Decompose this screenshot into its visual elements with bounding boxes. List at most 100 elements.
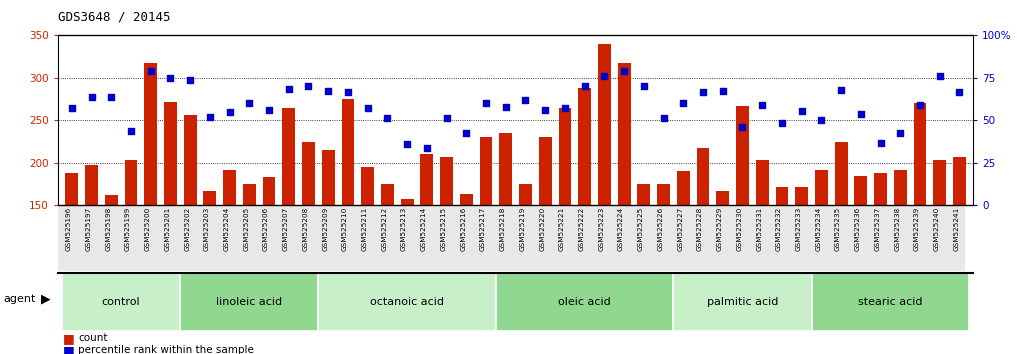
Text: octanoic acid: octanoic acid bbox=[370, 297, 444, 307]
Text: GSM525201: GSM525201 bbox=[165, 207, 171, 251]
Point bbox=[754, 102, 770, 108]
Bar bbox=[697, 148, 710, 333]
Text: GDS3648 / 20145: GDS3648 / 20145 bbox=[58, 11, 171, 24]
Text: GSM525203: GSM525203 bbox=[203, 207, 210, 251]
Text: GSM525214: GSM525214 bbox=[421, 207, 427, 251]
Bar bbox=[164, 102, 177, 333]
Point bbox=[814, 118, 830, 123]
Bar bbox=[342, 99, 354, 333]
Bar bbox=[105, 195, 118, 333]
Text: GSM525199: GSM525199 bbox=[125, 207, 131, 251]
Point bbox=[873, 141, 889, 146]
Bar bbox=[657, 184, 670, 333]
Text: GSM525221: GSM525221 bbox=[559, 207, 564, 251]
Bar bbox=[65, 173, 78, 333]
Bar bbox=[496, 273, 673, 331]
Bar bbox=[124, 160, 137, 333]
Bar bbox=[835, 142, 847, 333]
Point bbox=[83, 94, 100, 99]
Point bbox=[616, 68, 633, 74]
Text: GSM525208: GSM525208 bbox=[302, 207, 308, 251]
Bar bbox=[203, 191, 217, 333]
Point bbox=[222, 109, 238, 115]
Text: GSM525204: GSM525204 bbox=[224, 207, 230, 251]
Text: GSM525234: GSM525234 bbox=[816, 207, 822, 251]
Point bbox=[497, 104, 514, 110]
Point bbox=[419, 145, 435, 150]
Text: GSM525227: GSM525227 bbox=[677, 207, 683, 251]
Text: GSM525241: GSM525241 bbox=[954, 207, 959, 251]
Point bbox=[163, 75, 179, 81]
Point bbox=[695, 90, 711, 95]
Point bbox=[399, 141, 415, 147]
Bar bbox=[420, 154, 433, 333]
Bar bbox=[815, 170, 828, 333]
Text: GSM525196: GSM525196 bbox=[66, 207, 72, 251]
Bar bbox=[812, 273, 969, 331]
Bar bbox=[262, 177, 276, 333]
Text: percentile rank within the sample: percentile rank within the sample bbox=[78, 346, 254, 354]
Point bbox=[201, 114, 218, 120]
Text: GSM525237: GSM525237 bbox=[875, 207, 881, 251]
Text: oleic acid: oleic acid bbox=[558, 297, 611, 307]
Text: GSM525216: GSM525216 bbox=[461, 207, 467, 251]
Bar bbox=[617, 63, 631, 333]
Bar bbox=[480, 137, 492, 333]
Bar bbox=[875, 173, 887, 333]
Point bbox=[892, 130, 908, 136]
Bar bbox=[913, 103, 926, 333]
Text: GSM525223: GSM525223 bbox=[598, 207, 604, 251]
Text: GSM525217: GSM525217 bbox=[480, 207, 486, 251]
Text: GSM525222: GSM525222 bbox=[579, 207, 585, 251]
Point bbox=[438, 115, 455, 121]
Bar bbox=[953, 157, 966, 333]
Bar bbox=[381, 184, 394, 333]
Text: GSM525210: GSM525210 bbox=[342, 207, 348, 251]
Point bbox=[281, 86, 297, 92]
Point bbox=[951, 90, 967, 95]
Point bbox=[320, 88, 337, 93]
Text: GSM525197: GSM525197 bbox=[85, 207, 92, 251]
Text: GSM525219: GSM525219 bbox=[520, 207, 526, 251]
Text: GSM525240: GSM525240 bbox=[934, 207, 940, 251]
Text: GSM525215: GSM525215 bbox=[440, 207, 446, 251]
Bar bbox=[180, 273, 318, 331]
Bar bbox=[776, 187, 788, 333]
Bar bbox=[558, 108, 572, 333]
Text: GSM525226: GSM525226 bbox=[658, 207, 663, 251]
Text: GSM525231: GSM525231 bbox=[757, 207, 762, 251]
Bar bbox=[673, 273, 812, 331]
Text: GSM525220: GSM525220 bbox=[539, 207, 545, 251]
Text: GSM525229: GSM525229 bbox=[717, 207, 723, 251]
Text: GSM525224: GSM525224 bbox=[618, 207, 624, 251]
Text: GSM525230: GSM525230 bbox=[736, 207, 742, 251]
Bar bbox=[579, 88, 591, 333]
Bar bbox=[539, 137, 551, 333]
Text: agent: agent bbox=[3, 294, 36, 304]
Text: ■: ■ bbox=[63, 332, 75, 344]
Point bbox=[182, 77, 198, 82]
Text: GSM525212: GSM525212 bbox=[381, 207, 387, 251]
Point bbox=[833, 87, 849, 93]
Text: GSM525218: GSM525218 bbox=[499, 207, 505, 251]
Bar bbox=[440, 157, 453, 333]
Bar bbox=[302, 142, 315, 333]
Bar bbox=[223, 170, 236, 333]
Point bbox=[793, 108, 810, 114]
Text: GSM525205: GSM525205 bbox=[243, 207, 249, 251]
Point bbox=[142, 68, 159, 74]
Point bbox=[459, 130, 475, 136]
Text: GSM525236: GSM525236 bbox=[855, 207, 860, 251]
Bar bbox=[499, 133, 513, 333]
Point bbox=[715, 88, 731, 93]
Bar bbox=[795, 187, 809, 333]
Text: GSM525209: GSM525209 bbox=[322, 207, 328, 251]
Point bbox=[340, 90, 356, 95]
Bar bbox=[756, 160, 769, 333]
Bar bbox=[62, 273, 180, 331]
Point bbox=[774, 120, 790, 126]
Text: GSM525200: GSM525200 bbox=[144, 207, 151, 251]
Bar bbox=[144, 63, 157, 333]
Bar bbox=[638, 184, 650, 333]
Bar bbox=[598, 44, 611, 333]
